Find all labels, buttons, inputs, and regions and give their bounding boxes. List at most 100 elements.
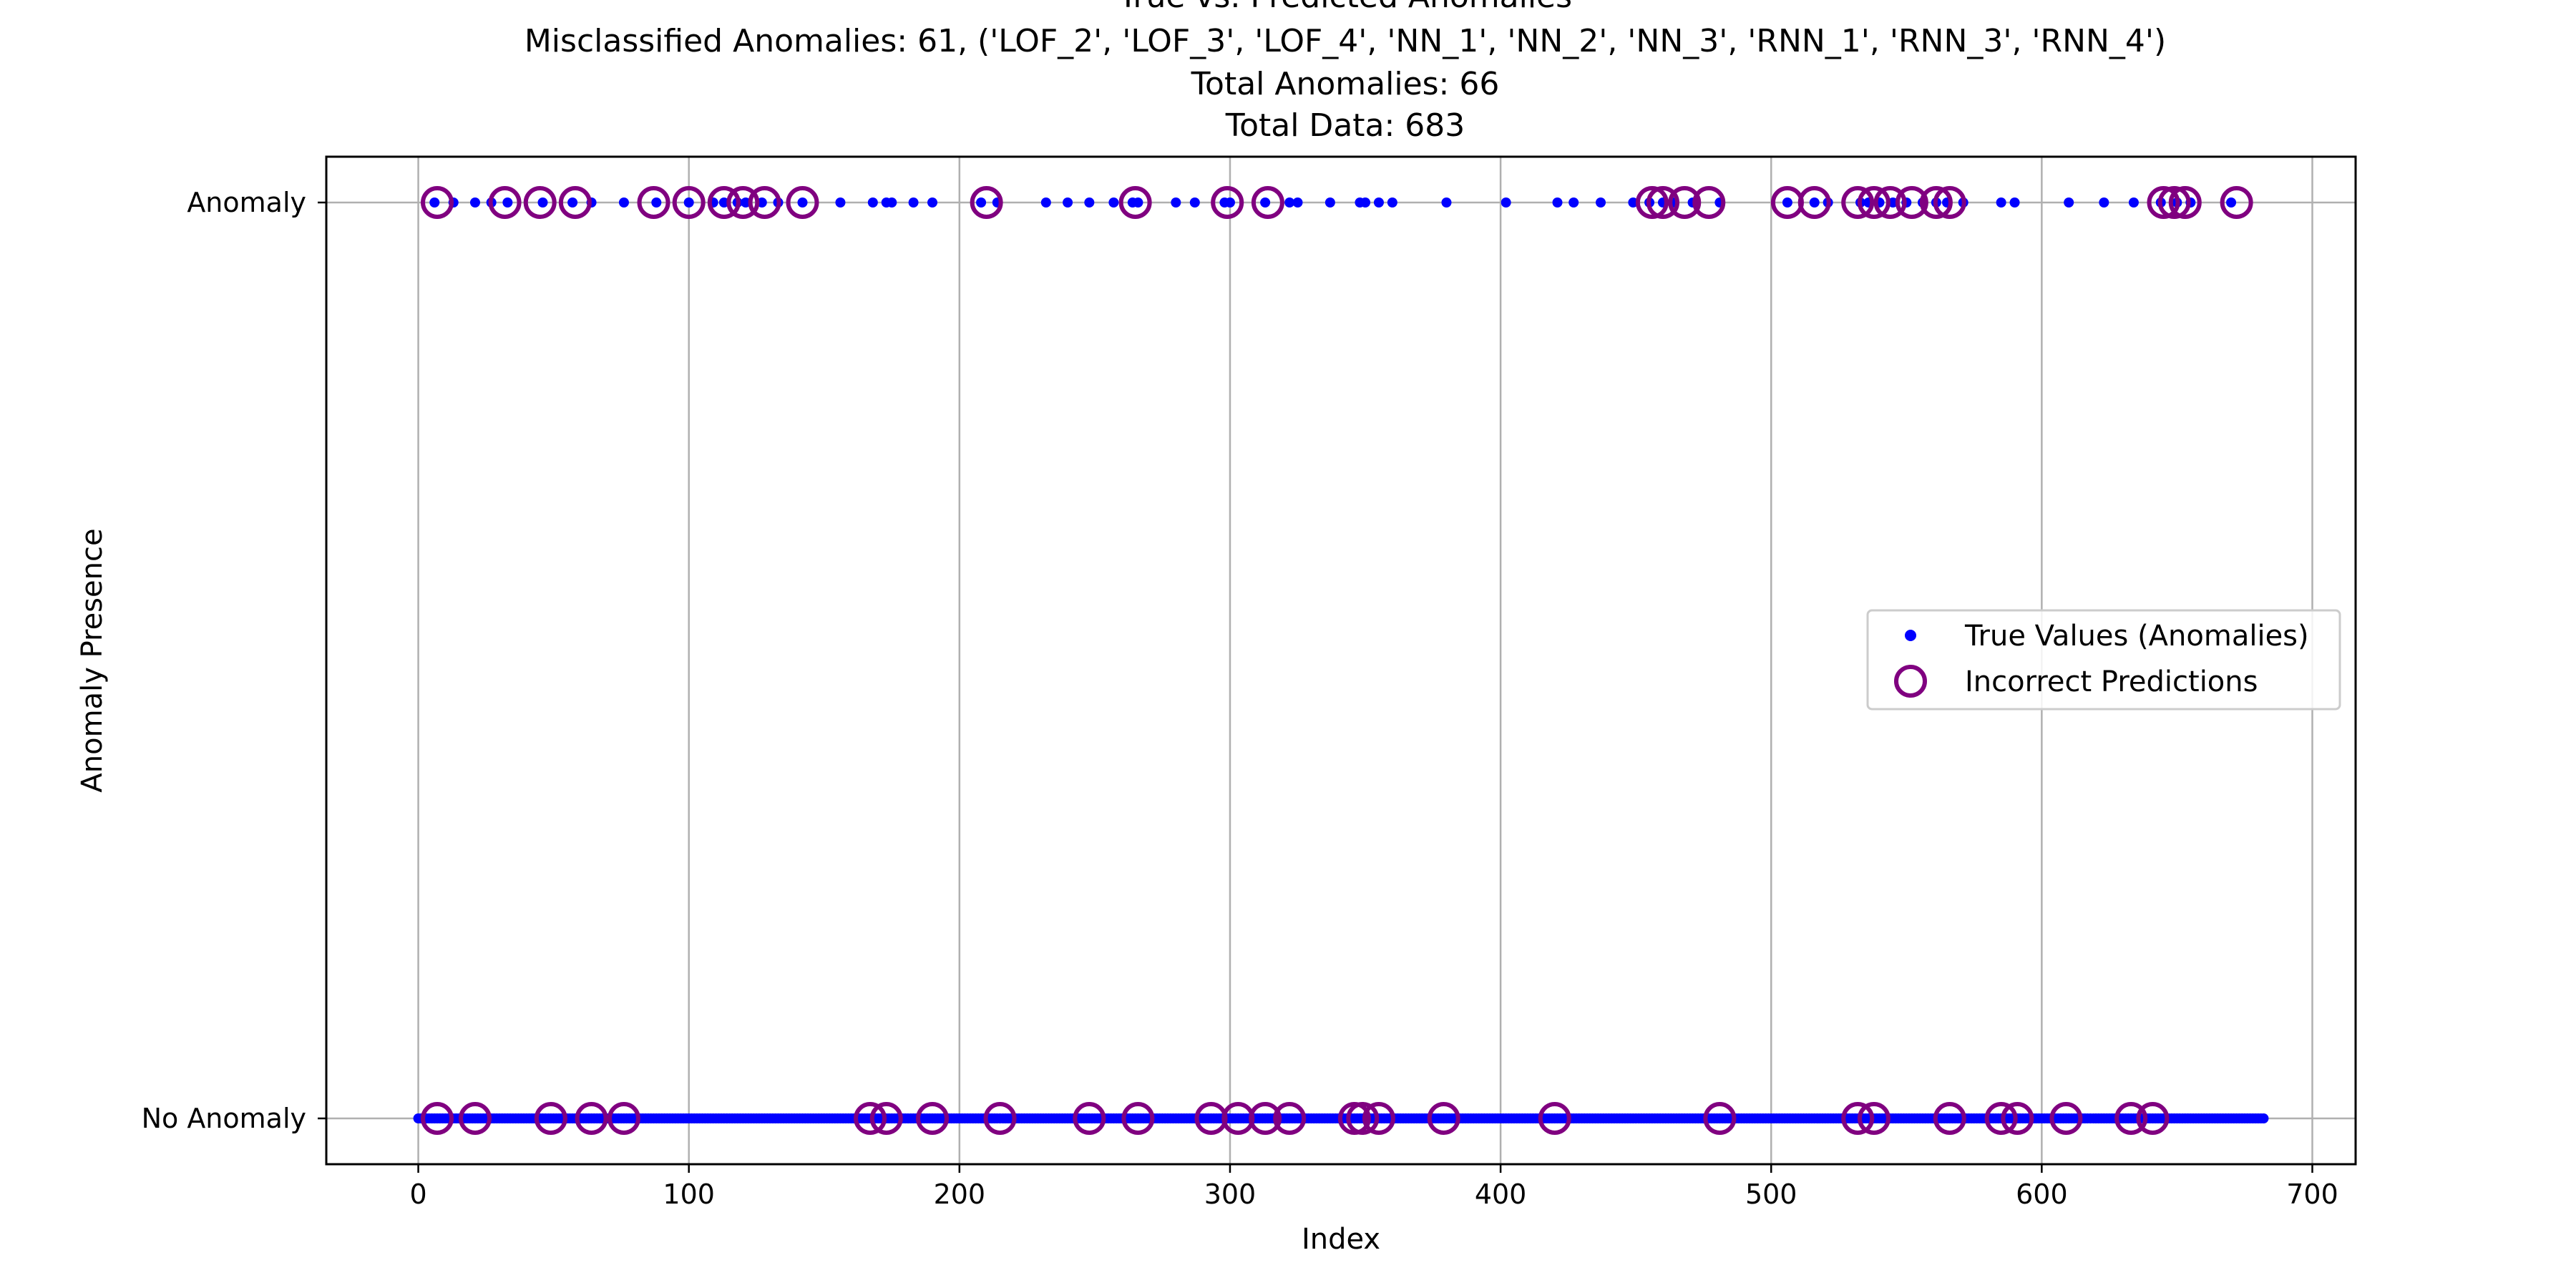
true-value-point bbox=[1189, 197, 1200, 208]
incorrect-prediction-marker bbox=[786, 186, 819, 219]
x-tick-label: 500 bbox=[1745, 1179, 1797, 1210]
incorrect-prediction-marker bbox=[1797, 186, 1831, 219]
incorrect-prediction-marker bbox=[1211, 186, 1244, 219]
incorrect-prediction-marker bbox=[2168, 186, 2202, 219]
true-value-point bbox=[1552, 197, 1563, 208]
incorrect-prediction-marker bbox=[2147, 186, 2180, 219]
incorrect-prediction-marker bbox=[970, 186, 1003, 219]
true-value-point bbox=[1108, 197, 1119, 208]
incorrect-prediction-marker bbox=[1984, 1102, 2018, 1135]
x-axis-label: Index bbox=[1302, 1223, 1380, 1256]
incorrect-prediction-marker bbox=[1073, 1102, 1106, 1135]
incorrect-prediction-marker bbox=[1857, 1102, 1890, 1135]
true-value-point bbox=[1387, 197, 1397, 208]
incorrect-prediction-marker bbox=[637, 186, 670, 219]
true-value-point bbox=[867, 197, 878, 208]
x-tick-label: 200 bbox=[934, 1179, 986, 1210]
true-value-point bbox=[651, 197, 662, 208]
title-line-3: Total Data: 683 bbox=[1225, 107, 1465, 144]
incorrect-prediction-marker bbox=[1646, 186, 1679, 219]
y-tick-label: Anomaly bbox=[187, 187, 306, 218]
axis-ticks: 0 100 200 300 400 500 600 700 No Anomaly Anomaly bbox=[142, 187, 2338, 1210]
true-value-point bbox=[1782, 197, 1792, 208]
true-value-point bbox=[835, 197, 846, 208]
legend: True Values (Anomalies) Incorrect Predic… bbox=[1866, 609, 2341, 711]
title-line-2: Total Anomalies: 66 bbox=[1191, 66, 1500, 102]
legend-marker-true-values bbox=[1905, 630, 1916, 641]
true-value-point bbox=[1284, 197, 1295, 208]
incorrect-prediction-marker bbox=[854, 1102, 887, 1135]
incorrect-prediction-marker bbox=[2114, 1102, 2148, 1135]
data-points bbox=[413, 186, 2269, 1135]
true-value-point bbox=[887, 197, 897, 208]
incorrect-prediction-marker bbox=[1841, 186, 1875, 219]
true-value-point bbox=[1224, 197, 1235, 208]
true-value-point bbox=[429, 197, 440, 208]
incorrect-prediction-marker bbox=[748, 186, 781, 219]
incorrect-prediction-marker bbox=[1538, 1102, 1571, 1135]
true-value-point bbox=[1260, 197, 1271, 208]
incorrect-prediction-marker bbox=[558, 186, 592, 219]
x-tick-label: 400 bbox=[1475, 1179, 1527, 1210]
true-value-point bbox=[2064, 197, 2074, 208]
true-value-point bbox=[1292, 197, 1303, 208]
incorrect-prediction-marker bbox=[1703, 1102, 1737, 1135]
true-value-point bbox=[1063, 197, 1073, 208]
incorrect-prediction-marker bbox=[2220, 186, 2253, 219]
incorrect-prediction-marker bbox=[1635, 186, 1669, 219]
true-value-point bbox=[2128, 197, 2139, 208]
incorrect-prediction-marker bbox=[1427, 1102, 1460, 1135]
true-value-point bbox=[1324, 197, 1335, 208]
chart-title: True vs. Predicted Anomalies Misclassifie… bbox=[525, 0, 2166, 144]
true-value-point bbox=[618, 197, 629, 208]
incorrect-prediction-marker bbox=[1873, 186, 1907, 219]
incorrect-prediction-marker bbox=[869, 1102, 903, 1135]
y-tick-label: No Anomaly bbox=[142, 1103, 306, 1134]
incorrect-prediction-marker bbox=[534, 1102, 567, 1135]
true-value-point bbox=[976, 197, 987, 208]
true-value-point bbox=[1084, 197, 1095, 208]
incorrect-prediction-marker bbox=[575, 1102, 608, 1135]
y-axis-label: Anomaly Presence bbox=[76, 528, 109, 792]
x-tick-label: 100 bbox=[663, 1179, 715, 1210]
x-tick-label: 300 bbox=[1204, 1179, 1257, 1210]
incorrect-prediction-marker bbox=[488, 186, 522, 219]
incorrect-prediction-marker bbox=[1841, 1102, 1875, 1135]
incorrect-prediction-marker bbox=[2157, 186, 2191, 219]
plot-area-frame bbox=[325, 155, 2357, 1166]
incorrect-prediction-marker bbox=[1251, 186, 1284, 219]
true-value-point bbox=[502, 197, 513, 208]
incorrect-prediction-marker bbox=[1249, 1102, 1282, 1135]
true-value-point bbox=[741, 197, 751, 208]
true-value-point bbox=[1171, 197, 1181, 208]
true-value-point bbox=[2258, 1113, 2269, 1123]
incorrect-prediction-marker bbox=[421, 186, 454, 219]
incorrect-prediction-marker bbox=[1895, 186, 1928, 219]
true-value-point bbox=[537, 197, 548, 208]
x-tick-label: 600 bbox=[2016, 1179, 2068, 1210]
incorrect-prediction-marker bbox=[1362, 1102, 1395, 1135]
incorrect-prediction-marker bbox=[421, 1102, 454, 1135]
incorrect-prediction-marker bbox=[607, 1102, 640, 1135]
incorrect-prediction-marker bbox=[2049, 1102, 2083, 1135]
true-value-point bbox=[1040, 197, 1051, 208]
true-value-point bbox=[2099, 197, 2109, 208]
true-value-point bbox=[683, 197, 694, 208]
true-value-point bbox=[908, 197, 919, 208]
true-value-point bbox=[1996, 197, 2006, 208]
incorrect-prediction-marker bbox=[1118, 186, 1152, 219]
incorrect-prediction-marker bbox=[458, 1102, 492, 1135]
incorrect-prediction-marker bbox=[1933, 1102, 1966, 1135]
incorrect-prediction-marker bbox=[523, 186, 557, 219]
incorrect-prediction-marker bbox=[672, 186, 706, 219]
true-value-point bbox=[1501, 197, 1511, 208]
true-value-point bbox=[1596, 197, 1606, 208]
incorrect-prediction-marker bbox=[2136, 1102, 2170, 1135]
incorrect-prediction-marker bbox=[1273, 1102, 1307, 1135]
legend-label-incorrect-predictions: Incorrect Predictions bbox=[1965, 665, 2258, 698]
true-value-point bbox=[1628, 197, 1639, 208]
true-value-point bbox=[718, 197, 729, 208]
incorrect-prediction-marker bbox=[1668, 186, 1702, 219]
x-tick-label: 700 bbox=[2286, 1179, 2338, 1210]
